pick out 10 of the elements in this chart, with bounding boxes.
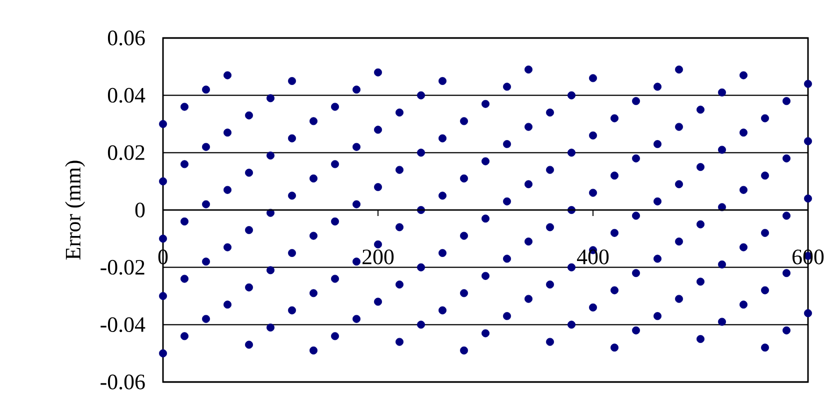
x-tick-label: 400 bbox=[576, 250, 609, 264]
y-tick-label: 0.04 bbox=[108, 88, 146, 103]
x-tick-label: 200 bbox=[362, 250, 394, 264]
y-tick-label: 0.02 bbox=[108, 145, 144, 160]
y-tick-label: -0.06 bbox=[100, 374, 145, 390]
y-tick-label: -0.04 bbox=[100, 317, 146, 332]
y-tick-label: 0.06 bbox=[108, 30, 145, 46]
y-tick-label: -0.02 bbox=[100, 260, 144, 275]
y-axis-title: Error (mm) bbox=[65, 160, 85, 260]
y-tick-label: 0 bbox=[135, 202, 145, 218]
